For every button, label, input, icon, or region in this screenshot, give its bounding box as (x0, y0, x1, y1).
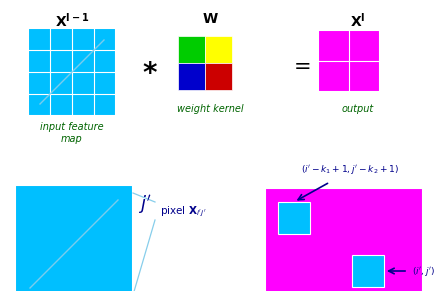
Text: $\mathbf{W}$: $\mathbf{W}$ (202, 12, 218, 26)
Text: input feature
map: input feature map (40, 122, 104, 144)
Text: $(i', j')$: $(i', j')$ (412, 265, 435, 278)
Bar (178, 36, 205, 63)
Bar (265, 188, 423, 291)
Bar (318, 30, 380, 92)
Bar (205, 36, 232, 63)
Text: $\mathbf{\mathit{j'}}$: $\mathbf{\mathit{j'}}$ (138, 194, 152, 217)
Text: $=$: $=$ (289, 55, 311, 75)
Text: output: output (342, 104, 374, 114)
Bar (178, 63, 205, 90)
Bar (352, 255, 384, 287)
Text: pixel $\mathbf{X}_{i'j'}$: pixel $\mathbf{X}_{i'j'}$ (160, 205, 206, 219)
Bar (28, 28, 116, 116)
Text: $\mathbf{X^{l}}$: $\mathbf{X^{l}}$ (350, 12, 366, 30)
Text: $\mathbf{X^{l-1}}$: $\mathbf{X^{l-1}}$ (55, 12, 89, 30)
Bar (15, 185, 133, 291)
Text: $\mathbf{*}$: $\mathbf{*}$ (142, 58, 158, 86)
Text: weight kernel: weight kernel (177, 104, 243, 114)
Bar (205, 63, 232, 90)
Text: $(i' - k_1 + 1, j' - k_2 + 1)$: $(i' - k_1 + 1, j' - k_2 + 1)$ (301, 163, 399, 176)
Bar (278, 202, 310, 234)
